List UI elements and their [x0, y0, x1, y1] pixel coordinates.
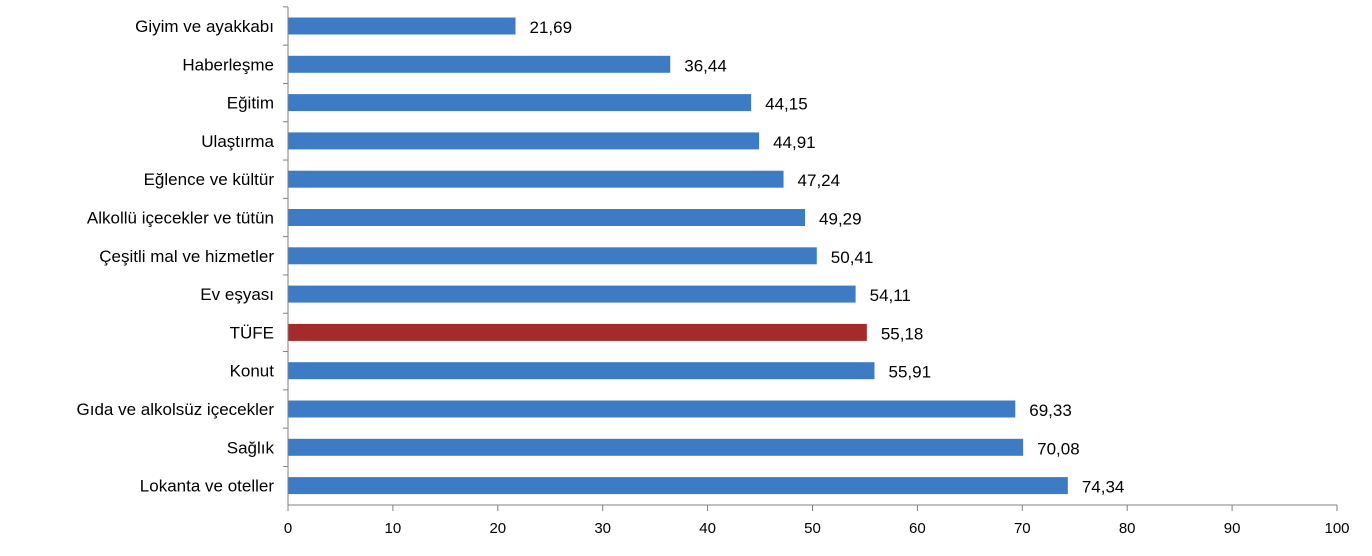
x-tick-label: 30: [594, 520, 611, 537]
x-tick-label: 10: [385, 520, 402, 537]
x-tick-label: 80: [1119, 520, 1136, 537]
category-label: TÜFE: [230, 323, 274, 342]
category-label: Lokanta ve oteller: [140, 477, 275, 496]
data-label: 55,18: [881, 324, 924, 343]
data-label: 69,33: [1029, 401, 1072, 420]
x-tick-label: 40: [699, 520, 716, 537]
data-label: 50,41: [831, 248, 874, 267]
data-label: 44,91: [773, 133, 816, 152]
bar: [288, 17, 516, 35]
x-tick-label: 0: [284, 520, 292, 537]
data-label: 21,69: [530, 18, 573, 37]
category-label: Çeşitli mal ve hizmetler: [99, 247, 274, 266]
category-label: Sağlık: [227, 438, 275, 457]
bar: [288, 94, 752, 112]
bar: [288, 438, 1024, 456]
x-tick-label: 70: [1014, 520, 1031, 537]
category-label: Konut: [230, 362, 275, 381]
data-label: 54,11: [870, 286, 911, 305]
x-tick-label: 20: [489, 520, 506, 537]
bar: [288, 132, 760, 150]
x-tick-label: 60: [909, 520, 926, 537]
bars-group: [288, 17, 1068, 495]
bar: [288, 400, 1016, 418]
data-label: 55,91: [888, 363, 931, 382]
axes-group: 0 10 20 30 40 50 60 70 80 90 100: [283, 6, 1350, 537]
bar: [288, 209, 806, 226]
bar: [288, 362, 875, 380]
x-tick-label: 50: [804, 520, 821, 537]
category-label: Giyim ve ayakkabı: [135, 17, 274, 36]
bar: [288, 323, 867, 341]
data-label: 44,15: [765, 95, 808, 114]
data-label: 36,44: [684, 56, 727, 75]
bar: [288, 477, 1068, 495]
data-label: 74,34: [1082, 478, 1125, 497]
x-tick-label: 90: [1224, 520, 1241, 537]
bar: [288, 247, 817, 265]
category-label: Ulaştırma: [201, 132, 274, 151]
data-label: 70,08: [1037, 439, 1080, 458]
bar: [288, 170, 784, 188]
bar: [288, 285, 856, 303]
x-tick-label: 100: [1324, 520, 1349, 537]
value-labels-group: 21,69 36,44 44,15 44,91 47,24 49,29 50,41 54,11…: [530, 18, 1125, 497]
category-label: Eğlence ve kültür: [144, 170, 275, 189]
bar: [288, 55, 671, 73]
data-label: 47,24: [798, 171, 841, 190]
category-label: Ev eşyası: [200, 285, 274, 304]
category-label: Haberleşme: [182, 55, 274, 74]
category-label: Eğitim: [227, 94, 274, 113]
category-label: Alkollü içecekler ve tütün: [87, 209, 274, 228]
data-label: 49,29: [819, 210, 862, 229]
category-label: Gıda ve alkolsüz içecekler: [77, 400, 275, 419]
category-labels-group: Giyim ve ayakkabı Haberleşme Eğitim Ulaştır…: [77, 17, 275, 496]
